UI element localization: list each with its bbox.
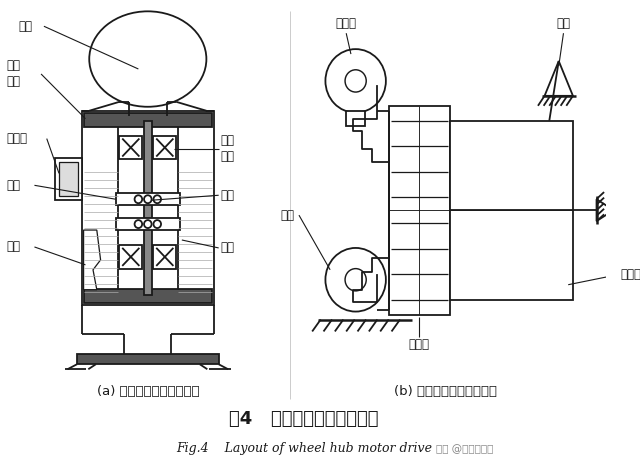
Text: 绕组: 绕组 <box>6 240 20 253</box>
Bar <box>118 121 178 295</box>
Circle shape <box>134 220 142 228</box>
Bar <box>120 136 142 159</box>
Text: Fig.4    Layout of wheel hub motor drive: Fig.4 Layout of wheel hub motor drive <box>176 442 432 455</box>
Text: 制动器: 制动器 <box>336 17 356 30</box>
Bar <box>450 121 573 299</box>
Text: (b) 减速驱动的内转子电机: (b) 减速驱动的内转子电机 <box>394 385 497 397</box>
Circle shape <box>134 195 142 203</box>
Bar <box>346 111 365 126</box>
Bar <box>154 245 176 269</box>
Bar <box>84 113 212 127</box>
Polygon shape <box>545 61 573 96</box>
Text: 定子
铁心: 定子 铁心 <box>221 134 234 163</box>
Text: 转轴: 转轴 <box>221 189 234 202</box>
Bar <box>120 245 142 269</box>
Bar <box>144 121 152 295</box>
Ellipse shape <box>89 11 206 107</box>
Bar <box>154 136 176 159</box>
Text: (a) 直接驱动的外转子电机: (a) 直接驱动的外转子电机 <box>97 385 199 397</box>
Polygon shape <box>84 230 100 290</box>
Text: 气隙: 气隙 <box>221 241 234 255</box>
Text: 头条 @电动新视界: 头条 @电动新视界 <box>436 444 493 454</box>
Circle shape <box>154 195 161 203</box>
Polygon shape <box>596 199 614 221</box>
Circle shape <box>325 49 386 113</box>
Text: 轴承: 轴承 <box>6 179 20 192</box>
Circle shape <box>325 248 386 312</box>
Bar <box>82 111 214 305</box>
Text: 转子
磁钢: 转子 磁钢 <box>6 60 20 89</box>
Circle shape <box>144 220 152 228</box>
Text: 减速器: 减速器 <box>408 338 429 351</box>
Circle shape <box>345 268 366 291</box>
Bar <box>116 218 180 230</box>
Text: 刹车盘: 刹车盘 <box>6 132 27 145</box>
Bar <box>84 289 212 303</box>
Circle shape <box>144 195 152 203</box>
Circle shape <box>154 220 161 228</box>
Text: 轮毂: 轮毂 <box>280 208 294 222</box>
Bar <box>77 354 219 364</box>
Text: 轮胎: 轮胎 <box>19 20 33 33</box>
Text: 悬架: 悬架 <box>556 17 570 30</box>
Text: 电动机: 电动机 <box>620 268 640 281</box>
Text: 图4   轮毂电机驱动布置形式: 图4 轮毂电机驱动布置形式 <box>229 410 378 428</box>
Bar <box>116 193 180 205</box>
Bar <box>59 162 78 196</box>
Bar <box>55 159 82 200</box>
Circle shape <box>345 70 366 92</box>
Bar <box>388 106 450 315</box>
